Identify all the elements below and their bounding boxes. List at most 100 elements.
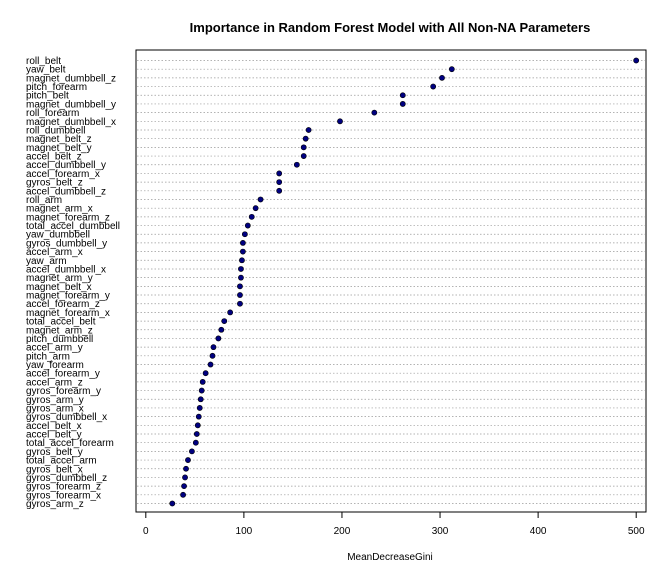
- category-labels: roll_beltyaw_beltmagnet_dumbbell_zpitch_…: [26, 56, 120, 510]
- category-label: accel_belt_z: [26, 152, 82, 163]
- x-tick-label: 0: [143, 526, 149, 537]
- data-point: [237, 292, 243, 298]
- data-point: [371, 109, 378, 116]
- data-point: [439, 74, 445, 81]
- data-point: [300, 144, 307, 151]
- x-tick-label: 200: [334, 526, 351, 537]
- data-point: [248, 213, 255, 220]
- data-point: [399, 101, 406, 107]
- data-point: [210, 344, 217, 351]
- data-point: [241, 231, 248, 238]
- category-label: accel_forearm_y: [26, 369, 100, 380]
- category-label: total_accel_dumbbell: [26, 221, 120, 232]
- x-tick-label: 500: [628, 526, 645, 537]
- data-point: [218, 326, 225, 333]
- data-point: [399, 92, 406, 99]
- data-point: [430, 83, 437, 90]
- category-label: pitch_dumbbell: [26, 334, 93, 345]
- category-label: roll_belt: [26, 56, 61, 67]
- data-point: [240, 240, 246, 246]
- category-label: accel_arm_x: [26, 247, 83, 258]
- category-label: magnet_arm_z: [26, 325, 93, 336]
- data-point: [202, 370, 209, 377]
- category-label: gyros_dumbbell_x: [26, 412, 107, 423]
- category-label: pitch_arm: [26, 351, 70, 362]
- category-label: magnet_forearm_y: [26, 291, 110, 302]
- data-point: [276, 179, 283, 186]
- data-point: [305, 127, 312, 133]
- category-label: magnet_forearm_z: [26, 212, 110, 223]
- data-point: [252, 205, 259, 212]
- category-label: magnet_dumbbell_z: [26, 73, 116, 84]
- category-label: magnet_arm_x: [26, 204, 93, 215]
- data-point: [257, 196, 264, 203]
- x-axis-label: MeanDecreaseGini: [347, 552, 433, 563]
- category-label: accel_dumbbell_x: [26, 264, 106, 275]
- category-label: accel_forearm_x: [26, 169, 100, 180]
- data-point: [239, 257, 245, 264]
- category-label: roll_forearm: [26, 108, 79, 119]
- x-tick-label: 100: [236, 526, 253, 537]
- data-point: [276, 170, 283, 177]
- data-point: [183, 465, 189, 472]
- data-point: [180, 491, 186, 498]
- category-label: gyros_forearm_z: [26, 482, 101, 493]
- category-label: magnet_forearm_x: [26, 308, 110, 319]
- category-label: gyros_arm_y: [26, 395, 84, 406]
- category-label: gyros_dumbbell_z: [26, 473, 107, 484]
- category-label: gyros_arm_x: [26, 403, 84, 414]
- data-point: [196, 405, 203, 411]
- data-point: [448, 66, 455, 73]
- data-point: [244, 222, 251, 229]
- data-point: [169, 500, 176, 507]
- category-label: pitch_forearm: [26, 82, 87, 93]
- data-point: [195, 413, 202, 420]
- data-point: [209, 352, 216, 359]
- data-point: [215, 335, 222, 342]
- data-point: [238, 266, 244, 272]
- data-point: [237, 300, 243, 307]
- data-points: [169, 57, 640, 507]
- data-point: [182, 474, 188, 481]
- category-label: gyros_belt_z: [26, 178, 83, 189]
- category-label: total_accel_forearm: [26, 438, 114, 449]
- data-point: [300, 153, 307, 159]
- category-label: magnet_dumbbell_y: [26, 99, 116, 110]
- category-label: accel_dumbbell_z: [26, 186, 106, 197]
- data-point: [199, 378, 206, 385]
- x-tick-label: 300: [432, 526, 449, 537]
- data-point: [337, 118, 343, 125]
- category-label: magnet_belt_x: [26, 282, 92, 293]
- data-point: [302, 135, 309, 142]
- category-label: accel_belt_x: [26, 421, 82, 432]
- data-point: [237, 283, 243, 290]
- category-label: total_accel_belt: [26, 317, 96, 328]
- x-axis: 0 100 200 300 400 500: [143, 511, 645, 537]
- category-label: magnet_belt_y: [26, 143, 92, 154]
- category-label: magnet_belt_z: [26, 134, 92, 145]
- category-label: accel_arm_z: [26, 377, 83, 388]
- data-point: [194, 422, 201, 429]
- data-point: [189, 448, 195, 455]
- data-point: [240, 248, 246, 255]
- data-point: [293, 161, 300, 168]
- category-label: gyros_forearm_y: [26, 386, 101, 397]
- category-label: magnet_arm_y: [26, 273, 93, 284]
- category-label: yaw_belt: [26, 65, 66, 76]
- data-point: [238, 274, 244, 281]
- category-label: magnet_dumbbell_x: [26, 117, 116, 128]
- category-label: yaw_dumbbell: [26, 230, 90, 241]
- category-label: accel_dumbbell_y: [26, 160, 106, 171]
- data-point: [633, 57, 640, 64]
- data-point: [193, 431, 200, 437]
- category-label: gyros_dumbbell_y: [26, 238, 107, 249]
- x-tick-label: 400: [530, 526, 547, 537]
- category-label: roll_arm: [26, 195, 62, 206]
- category-label: yaw_forearm: [26, 360, 84, 371]
- category-label: gyros_forearm_x: [26, 490, 101, 501]
- category-label: pitch_belt: [26, 91, 69, 102]
- data-point: [227, 309, 234, 316]
- data-point: [221, 318, 228, 324]
